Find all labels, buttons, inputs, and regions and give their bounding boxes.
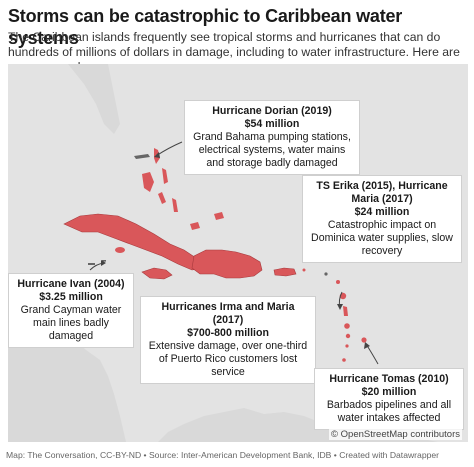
annotation-ivan: Hurricane Ivan (2004) $3.25 million Gran… [8, 273, 134, 348]
annotation-arrowheads [101, 152, 370, 349]
damage-description: Grand Bahama pumping stations, electrica… [193, 131, 351, 169]
cayman-islands [88, 263, 95, 265]
bahamas-grand-bahama [134, 154, 150, 159]
st-lucia [345, 333, 351, 339]
annotation-erika-maria: TS Erika (2015), Hurricane Maria (2017) … [302, 175, 462, 263]
damage-cost: $3.25 million [39, 291, 103, 303]
arrowhead-dorian [154, 152, 160, 158]
storm-name: Hurricane Ivan (2004) [17, 278, 125, 290]
map-attribution[interactable]: © OpenStreetMap contributors [329, 429, 462, 440]
virgin-islands [302, 268, 306, 272]
footer-credits: Map: The Conversation, CC-BY-ND • Source… [6, 450, 440, 460]
damage-cost: $20 million [361, 386, 417, 398]
annotation-tomas: Hurricane Tomas (2010) $20 million Barba… [314, 368, 464, 430]
bahamas-andros [142, 172, 154, 192]
annotation-irma-maria: Hurricanes Irma and Maria (2017) $700-80… [140, 296, 316, 384]
storm-name: Hurricanes Irma and Maria (2017) [161, 301, 295, 326]
damage-description: Grand Cayman water main lines badly dama… [20, 304, 122, 342]
chart-title: Storms can be catastrophic to Caribbean … [8, 6, 403, 48]
south-america-land [158, 408, 438, 442]
arrowhead-ivan [101, 260, 106, 266]
bahamas-eleuthera [162, 168, 168, 184]
storm-name: Hurricane Dorian (2019) [212, 105, 332, 117]
damage-description: Barbados pipelines and all water intakes… [326, 399, 452, 424]
bahamas-inagua [190, 222, 200, 230]
damage-cost: $24 million [354, 206, 410, 218]
turks-caicos [214, 212, 224, 220]
anguilla [324, 272, 328, 276]
arrowhead-erika [337, 304, 343, 310]
st-vincent [345, 344, 349, 348]
isla-juventud [115, 247, 125, 253]
florida-land [68, 64, 120, 134]
arrowhead-tomas [364, 342, 370, 349]
annotation-dorian: Hurricane Dorian (2019) $54 million Gran… [184, 100, 360, 175]
antigua [336, 280, 340, 284]
damage-description: Extensive damage, over one-third of Puer… [148, 340, 308, 378]
bahamas-exuma [158, 192, 166, 204]
puerto-rico-island [273, 267, 297, 277]
grenada [342, 358, 346, 362]
bahamas-long-island [172, 198, 178, 212]
storm-name: Hurricane Tomas (2010) [329, 373, 449, 385]
jamaica-island [141, 267, 173, 280]
martinique [344, 323, 350, 329]
damage-description: Catastrophic impact on Dominica water su… [311, 219, 453, 257]
damage-cost: $54 million [244, 118, 300, 130]
storm-name: TS Erika (2015), Hurricane Maria (2017) [316, 180, 448, 205]
cayman-brac [102, 260, 106, 262]
hispaniola-island [191, 249, 263, 279]
dominica-island [343, 306, 348, 316]
caribbean-map[interactable]: Hurricane Dorian (2019) $54 million Gran… [8, 64, 468, 442]
chart-subtitle: The Caribbean islands frequently see tro… [8, 30, 460, 74]
barbados-island [361, 337, 367, 343]
damage-cost: $700-800 million [187, 327, 269, 339]
